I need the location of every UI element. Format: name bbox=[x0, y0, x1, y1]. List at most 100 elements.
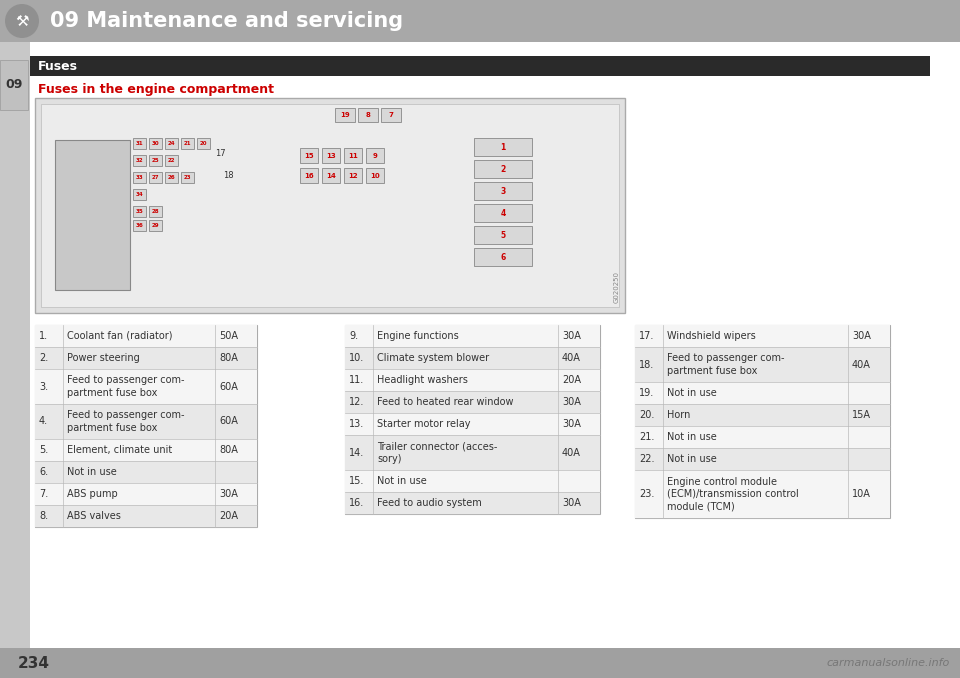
Bar bbox=[474, 182, 532, 200]
Bar bbox=[345, 391, 600, 413]
Bar bbox=[358, 108, 378, 122]
Bar bbox=[181, 172, 194, 183]
Text: 16: 16 bbox=[304, 172, 314, 178]
Bar bbox=[133, 155, 146, 166]
Text: carmanualsonline.info: carmanualsonline.info bbox=[827, 658, 950, 668]
Bar bbox=[149, 206, 162, 217]
Text: 21: 21 bbox=[183, 141, 191, 146]
Text: 6: 6 bbox=[500, 252, 506, 262]
Text: ABS valves: ABS valves bbox=[67, 511, 121, 521]
Text: 15A: 15A bbox=[852, 410, 871, 420]
Text: 9: 9 bbox=[372, 153, 377, 159]
Circle shape bbox=[5, 4, 39, 38]
Bar bbox=[345, 435, 600, 470]
Text: 8.: 8. bbox=[39, 511, 48, 521]
Text: 30: 30 bbox=[152, 141, 159, 146]
Bar bbox=[345, 325, 600, 347]
Text: 60A: 60A bbox=[219, 416, 238, 426]
Bar bbox=[345, 369, 600, 391]
Text: 20A: 20A bbox=[562, 375, 581, 385]
Bar bbox=[635, 470, 890, 518]
Text: 18.: 18. bbox=[639, 359, 655, 370]
Text: 23: 23 bbox=[183, 175, 191, 180]
Bar bbox=[30, 56, 930, 76]
Bar bbox=[35, 483, 257, 505]
Bar bbox=[366, 148, 384, 163]
Text: 33: 33 bbox=[135, 175, 143, 180]
Text: 18: 18 bbox=[223, 170, 233, 180]
Text: Power steering: Power steering bbox=[67, 353, 140, 363]
Text: G020250: G020250 bbox=[614, 271, 620, 303]
Text: 40A: 40A bbox=[562, 447, 581, 458]
Bar bbox=[345, 470, 600, 492]
Text: 10.: 10. bbox=[349, 353, 364, 363]
Bar bbox=[0, 60, 28, 110]
Text: 12: 12 bbox=[348, 172, 358, 178]
Bar bbox=[635, 325, 890, 518]
Text: 3.: 3. bbox=[39, 382, 48, 391]
Text: 34: 34 bbox=[135, 192, 143, 197]
Text: 4: 4 bbox=[500, 209, 506, 218]
Text: 09 Maintenance and servicing: 09 Maintenance and servicing bbox=[50, 11, 403, 31]
Bar bbox=[133, 172, 146, 183]
Text: 14: 14 bbox=[326, 172, 336, 178]
Text: 26: 26 bbox=[168, 175, 176, 180]
Text: Coolant fan (radiator): Coolant fan (radiator) bbox=[67, 331, 173, 341]
Text: 5: 5 bbox=[500, 231, 506, 239]
Bar bbox=[35, 98, 625, 313]
Text: ABS pump: ABS pump bbox=[67, 489, 118, 499]
Text: 20A: 20A bbox=[219, 511, 238, 521]
Bar bbox=[149, 172, 162, 183]
Bar bbox=[344, 148, 362, 163]
Text: 80A: 80A bbox=[219, 353, 238, 363]
Text: Not in use: Not in use bbox=[67, 467, 117, 477]
Bar bbox=[35, 404, 257, 439]
Bar bbox=[344, 168, 362, 183]
Bar bbox=[345, 492, 600, 514]
Bar bbox=[149, 155, 162, 166]
Text: Engine functions: Engine functions bbox=[377, 331, 459, 341]
Text: Engine control module
(ECM)/transmission control
module (TCM): Engine control module (ECM)/transmission… bbox=[667, 477, 799, 511]
Text: 7: 7 bbox=[389, 112, 394, 118]
Text: Climate system blower: Climate system blower bbox=[377, 353, 490, 363]
Bar bbox=[635, 448, 890, 470]
Text: Not in use: Not in use bbox=[667, 388, 717, 398]
Bar bbox=[474, 248, 532, 266]
Bar bbox=[35, 325, 257, 347]
Text: 29: 29 bbox=[152, 223, 159, 228]
Text: 7.: 7. bbox=[39, 489, 48, 499]
Bar bbox=[35, 505, 257, 527]
Bar bbox=[345, 325, 600, 514]
Bar bbox=[35, 347, 257, 369]
Text: Feed to passenger com-
partment fuse box: Feed to passenger com- partment fuse box bbox=[67, 410, 184, 433]
Text: Not in use: Not in use bbox=[667, 432, 717, 442]
Text: 32: 32 bbox=[135, 158, 143, 163]
Text: ⚒: ⚒ bbox=[15, 14, 29, 28]
Bar bbox=[635, 325, 890, 347]
Text: 09: 09 bbox=[6, 79, 23, 92]
Text: 13.: 13. bbox=[349, 419, 364, 429]
Bar bbox=[35, 369, 257, 404]
Bar bbox=[165, 172, 178, 183]
Text: 1.: 1. bbox=[39, 331, 48, 341]
Text: 25: 25 bbox=[152, 158, 159, 163]
Bar bbox=[0, 42, 30, 648]
Text: Feed to heated rear window: Feed to heated rear window bbox=[377, 397, 514, 407]
Text: Headlight washers: Headlight washers bbox=[377, 375, 468, 385]
Bar bbox=[322, 168, 340, 183]
Text: 40A: 40A bbox=[562, 353, 581, 363]
Text: 15.: 15. bbox=[349, 476, 365, 486]
Text: Horn: Horn bbox=[667, 410, 690, 420]
Text: 30A: 30A bbox=[562, 331, 581, 341]
Text: 30A: 30A bbox=[562, 397, 581, 407]
Bar bbox=[381, 108, 401, 122]
Bar bbox=[635, 347, 890, 382]
Text: Feed to passenger com-
partment fuse box: Feed to passenger com- partment fuse box bbox=[67, 376, 184, 398]
Bar bbox=[35, 439, 257, 461]
Text: 60A: 60A bbox=[219, 382, 238, 391]
Bar bbox=[35, 461, 257, 483]
Text: 28: 28 bbox=[152, 209, 159, 214]
Text: 14.: 14. bbox=[349, 447, 364, 458]
Text: 30A: 30A bbox=[219, 489, 238, 499]
Text: 20.: 20. bbox=[639, 410, 655, 420]
